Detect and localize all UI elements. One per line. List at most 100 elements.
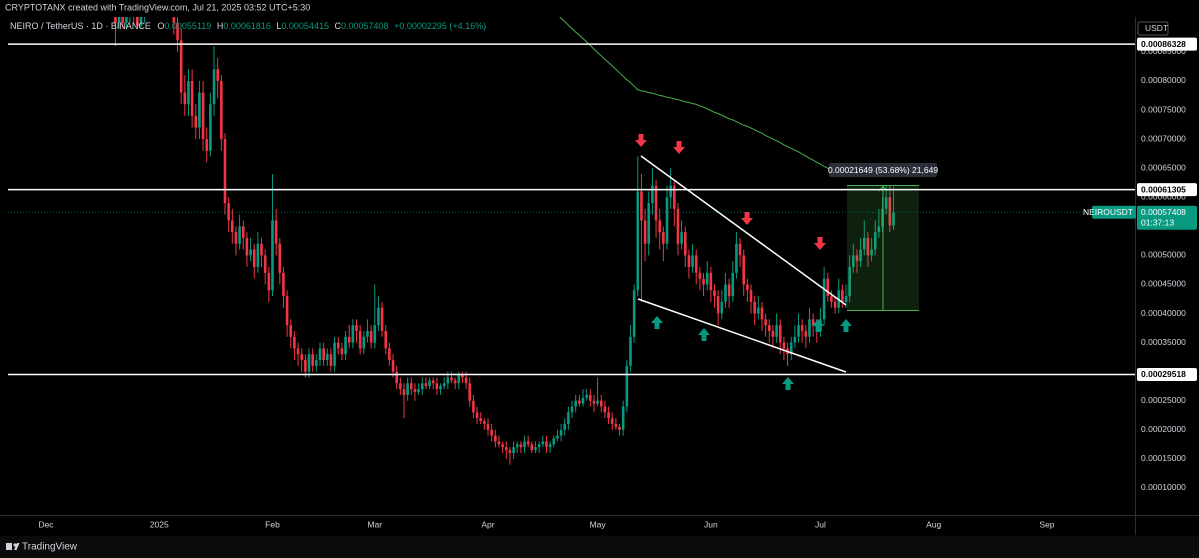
candle-body <box>596 400 599 404</box>
candle-body <box>585 394 588 398</box>
level-label-box <box>1137 183 1197 197</box>
candle-body <box>472 400 475 413</box>
ohlc-label: H <box>217 21 224 31</box>
candle-body <box>515 444 519 448</box>
candle-body <box>373 325 377 343</box>
candle-body <box>293 336 296 349</box>
candle-body <box>289 325 293 337</box>
candle-body <box>713 290 716 297</box>
candle-body <box>855 255 859 262</box>
x-tick-label: Mar <box>367 519 382 529</box>
candle-body <box>406 383 409 395</box>
candle-body <box>530 444 534 451</box>
candle-body <box>808 319 811 337</box>
candle-body <box>307 354 311 372</box>
y-tick-label: 0.00035000 <box>1141 337 1186 347</box>
candle-body <box>665 197 669 244</box>
candle-body <box>852 255 855 267</box>
candle-body <box>380 307 384 331</box>
y-tick-label: 0.00070000 <box>1141 133 1186 143</box>
level-label-box <box>1137 37 1197 51</box>
ohlc-label: O <box>157 21 164 31</box>
x-tick-label: Feb <box>265 519 280 529</box>
level-label-box <box>1137 367 1197 381</box>
measure-label-box <box>829 163 937 177</box>
candle-body <box>618 426 621 430</box>
candle-body <box>556 435 559 439</box>
candle-body <box>304 360 307 372</box>
candle-body <box>811 319 815 326</box>
candle-body <box>727 284 731 297</box>
candle-body <box>501 444 504 448</box>
x-tick-label: Apr <box>481 519 494 529</box>
candle-body <box>738 243 742 256</box>
candle-body <box>841 290 844 302</box>
candle-body <box>691 255 694 267</box>
symbol-label-box <box>1092 205 1136 219</box>
candle-body <box>461 374 464 378</box>
candle-body <box>231 220 234 233</box>
candle-body <box>384 330 388 349</box>
candle-body <box>673 185 676 209</box>
candle-body <box>567 412 570 424</box>
candle-body <box>483 421 486 424</box>
candle-body <box>680 232 683 244</box>
candle-body <box>607 412 610 419</box>
candle-body <box>497 441 501 445</box>
candle-body <box>804 330 808 337</box>
candle-body <box>731 272 735 297</box>
candle-body <box>391 360 395 372</box>
candle-body <box>267 272 271 291</box>
candle-body <box>344 336 347 355</box>
candle-body <box>866 237 870 256</box>
x-tick-label: May <box>590 519 607 529</box>
candle-body <box>358 330 362 349</box>
ohlc-value: 0.00055119 <box>164 21 211 31</box>
candle-body <box>844 296 848 302</box>
candle-body <box>640 191 643 221</box>
brand-logo <box>6 543 20 550</box>
y-tick-label: 0.00075000 <box>1141 104 1186 114</box>
candle-body <box>494 435 497 442</box>
candle-body <box>220 80 223 140</box>
y-tick-label: 0.00040000 <box>1141 308 1186 318</box>
candle-body <box>464 377 468 384</box>
candle-body <box>125 17 128 23</box>
candle-body <box>256 243 260 267</box>
candle-body <box>504 447 508 451</box>
candle-body <box>183 92 187 105</box>
x-tick-label: Aug <box>926 519 941 529</box>
candle-body <box>336 342 340 349</box>
candle-body <box>797 325 800 337</box>
candle-body <box>862 237 866 250</box>
candle-body <box>296 348 300 355</box>
last-price-box <box>1137 205 1197 230</box>
candle-body <box>599 400 603 407</box>
candle-body <box>746 284 749 291</box>
candle-body <box>519 444 523 448</box>
candle-body <box>402 389 406 395</box>
candle-body <box>764 319 767 326</box>
candle-body <box>709 272 713 291</box>
candle-body <box>395 371 398 384</box>
candle-body <box>245 237 249 256</box>
candle-body <box>643 220 647 244</box>
candle-body <box>873 232 877 250</box>
y-tick-label: 0.00080000 <box>1141 75 1186 85</box>
level-label: 0.00029518 <box>1141 369 1186 379</box>
wedge-upper-line <box>640 155 847 306</box>
candle-body <box>271 220 274 291</box>
candle-body <box>545 441 548 448</box>
candle-body <box>629 336 632 366</box>
candle-body <box>238 226 241 244</box>
candle-body <box>760 307 764 320</box>
candle-body <box>687 255 691 267</box>
countdown: 01:37:13 <box>1141 218 1174 228</box>
plot-area <box>114 17 895 465</box>
candle-body <box>757 307 760 314</box>
footer-bar <box>0 536 1199 558</box>
candle-body <box>205 139 209 151</box>
candle-body <box>771 330 775 337</box>
candle-body <box>775 325 778 337</box>
